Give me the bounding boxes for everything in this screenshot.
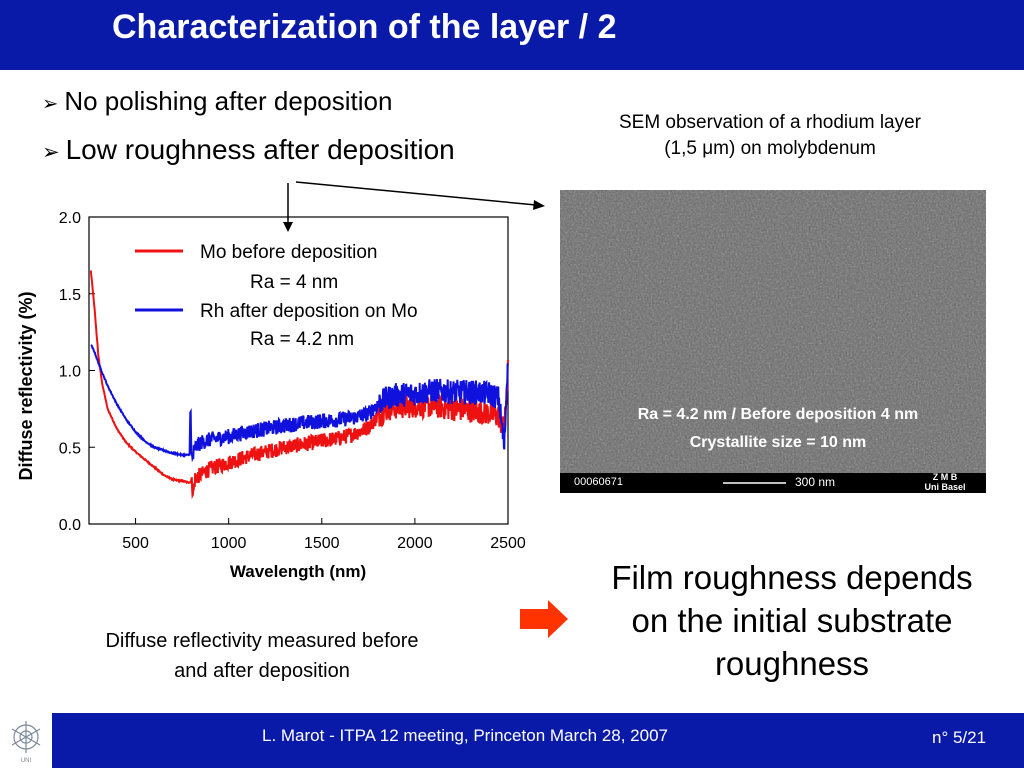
right-arrow-line (295, 181, 537, 206)
y-tick-label: 1.0 (59, 364, 81, 381)
sem-roughness-label: Ra = 4.2 nm / Before deposition 4 nm (637, 406, 919, 423)
bullet-arrow-icon: ➢ (42, 141, 60, 164)
x-tick-label: 1500 (304, 535, 340, 552)
conclusion-line1: Film roughness depends (611, 559, 973, 596)
sem-caption-line1: SEM observation of a rhodium layer (618, 112, 922, 133)
legend-note-mo: Ra = 4 nm (250, 272, 338, 293)
x-axis-label: Wavelength (nm) (230, 562, 366, 581)
sem-crystallite-label: Crystallite size = 10 nm (689, 434, 867, 451)
reflectivity-chart: 0.0 0.5 1.0 1.5 2.0 500 1000 1500 2000 2500 Mo b… (16, 210, 526, 581)
page-number: n° 5/21 (932, 728, 987, 747)
sem-lab-line2: Uni Basel (924, 482, 966, 492)
title-bar (0, 0, 1024, 70)
conclusion-arrow-icon (520, 600, 568, 638)
chart-caption-line2: and after deposition (174, 660, 350, 682)
slide-title: Characterization of the layer / 2 (112, 8, 617, 46)
legend-note-rh: Ra = 4.2 nm (250, 329, 354, 350)
bullet-arrow-icon: ➢ (42, 93, 59, 115)
x-tick-label: 2500 (490, 535, 526, 552)
university-logo: UNI (0, 713, 52, 768)
plot-frame (88, 216, 509, 525)
snowflake-logo-icon: UNI (11, 721, 41, 764)
right-arrowhead (533, 200, 545, 210)
y-tick-label: 0.0 (59, 517, 81, 534)
sem-caption: SEM observation of a rhodium layer (1,5 … (580, 110, 960, 162)
conclusion-line3: roughness (714, 645, 870, 682)
sem-lab-logo: Z M B Uni Basel (912, 472, 978, 492)
sem-image-id: 00060671 (574, 476, 623, 488)
sem-scale-label: 300 nm (795, 475, 836, 489)
sem-texture (560, 190, 986, 493)
bullet-text: No polishing after deposition (64, 86, 393, 116)
bullet-text: Low roughness after deposition (65, 134, 455, 165)
conclusion-text: Film roughness depends on the initial su… (580, 556, 1004, 685)
chart-caption-line1: Diffuse reflectivity measured before (105, 630, 419, 652)
sem-lab-line1: Z M B (932, 472, 958, 482)
x-tick-label: 500 (122, 535, 149, 552)
y-tick-label: 0.5 (59, 440, 81, 457)
svg-text:UNI: UNI (21, 758, 32, 764)
y-axis-label: Diffuse reflectivity (%) (16, 291, 36, 480)
series-line-mo (89, 270, 509, 500)
bullet-no-polishing: ➢ No polishing after deposition (42, 86, 392, 117)
sem-micrograph (560, 190, 986, 493)
chart-caption: Diffuse reflectivity measured before and… (52, 626, 472, 686)
bullet-low-roughness: ➢ Low roughness after deposition (42, 134, 455, 166)
conclusion-line2: on the initial substrate (631, 602, 953, 639)
y-tick-label: 2.0 (59, 210, 81, 227)
footer-bar (0, 713, 1024, 768)
legend-label-rh: Rh after deposition on Mo (200, 301, 418, 322)
y-tick-label: 1.5 (59, 287, 81, 304)
footer-citation: L. Marot - ITPA 12 meeting, Princeton Ma… (262, 726, 668, 745)
x-tick-label: 1000 (211, 535, 247, 552)
series-line-rh (90, 344, 509, 463)
legend-label-mo: Mo before deposition (200, 242, 377, 263)
sem-caption-line2: (1,5 μm) on molybdenum (664, 138, 876, 159)
x-tick-label: 2000 (397, 535, 433, 552)
down-arrowhead (283, 222, 293, 232)
